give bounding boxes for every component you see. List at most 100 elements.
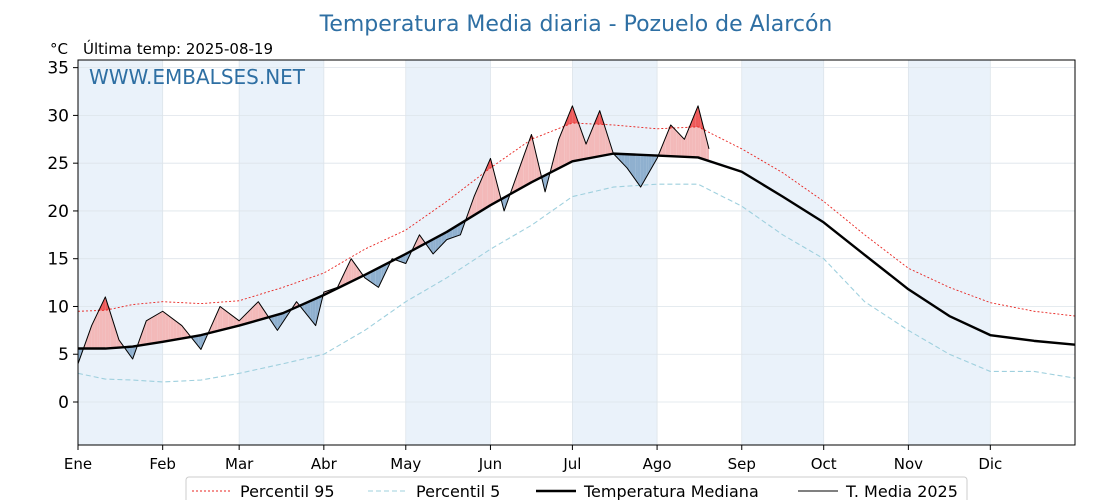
warm-anomaly-area xyxy=(230,314,234,328)
cold-anomaly-area xyxy=(624,154,628,168)
x-tick-label: Dic xyxy=(978,455,1002,473)
y-tick-label: 10 xyxy=(47,297,69,317)
cold-anomaly-area xyxy=(383,263,387,276)
warm-anomaly-area xyxy=(490,158,494,206)
cold-anomaly-area xyxy=(78,348,81,364)
cold-anomaly-area xyxy=(457,223,461,236)
warm-anomaly-area xyxy=(252,304,256,322)
warm-anomaly-area xyxy=(233,316,237,327)
cold-anomaly-area xyxy=(127,346,130,356)
cold-anomaly-area xyxy=(438,234,442,249)
legend-label: Percentil 5 xyxy=(416,482,500,500)
warm-anomaly-area xyxy=(86,333,89,349)
warm-anomaly-area xyxy=(474,190,477,216)
warm-anomaly-area xyxy=(602,119,606,156)
warm-anomaly-area xyxy=(250,307,253,323)
warm-anomaly-area xyxy=(157,312,160,343)
series-line-percentil-95 xyxy=(77,122,1076,317)
warm-anomaly-area xyxy=(495,179,499,203)
y-axis: 0 5 10 15 20 25 30 35 xyxy=(47,59,78,413)
x-tick-label: Feb xyxy=(149,455,176,473)
warm-anomaly-area xyxy=(110,314,114,349)
plot-frame xyxy=(77,59,1076,446)
unit-label: °C xyxy=(50,40,68,58)
warm-anomaly-area xyxy=(170,317,174,341)
x-tick-label: May xyxy=(390,455,421,473)
cold-anomaly-area xyxy=(454,225,458,237)
warm-anomaly-area xyxy=(91,319,95,349)
extreme-warm-area xyxy=(487,158,491,171)
warm-anomaly-area xyxy=(97,308,100,349)
grid-lines xyxy=(77,60,1075,445)
cold-anomaly-area xyxy=(629,154,633,176)
warm-anomaly-area xyxy=(94,314,98,349)
warm-anomaly-area xyxy=(591,124,595,158)
cold-anomaly-area xyxy=(282,311,286,323)
cold-anomaly-area xyxy=(375,267,379,288)
x-tick-label: Mar xyxy=(225,455,254,473)
warm-anomaly-area xyxy=(670,124,674,157)
cold-anomaly-area xyxy=(373,269,376,286)
y-tick-label: 5 xyxy=(58,345,69,365)
warm-anomaly-area xyxy=(515,172,518,192)
cold-anomaly-area xyxy=(200,334,204,350)
cold-anomaly-area xyxy=(640,154,644,188)
cold-anomaly-area xyxy=(435,236,439,252)
warm-anomaly-area xyxy=(211,318,215,333)
x-tick-label: Ene xyxy=(64,455,92,473)
warm-anomaly-area xyxy=(583,136,587,160)
series-line-percentil-5 xyxy=(77,183,1076,383)
warm-anomaly-area xyxy=(580,128,584,160)
legend: Percentil 95 Percentil 5 Temperatura Media… xyxy=(185,476,968,500)
legend-label: Percentil 95 xyxy=(240,482,335,500)
warm-anomaly-area xyxy=(165,313,169,342)
warm-anomaly-area xyxy=(577,121,581,161)
warm-anomaly-area xyxy=(575,113,578,161)
cold-anomaly-area xyxy=(433,237,436,254)
extreme-warm-area xyxy=(572,105,576,124)
y-tick-label: 0 xyxy=(58,393,69,413)
warm-anomaly-area xyxy=(340,275,343,287)
chart-title: Temperatura Media diaria - Pozuelo de Al… xyxy=(319,12,833,37)
watermark: WWW.EMBALSES.NET xyxy=(89,65,306,89)
y-tick-label: 25 xyxy=(47,154,69,174)
warm-anomaly-area xyxy=(471,196,475,217)
warm-anomaly-area xyxy=(561,125,565,167)
warm-anomaly-area xyxy=(184,328,188,339)
warm-anomaly-area xyxy=(553,149,557,172)
cold-anomaly-area xyxy=(627,154,630,172)
warm-anomaly-area xyxy=(676,130,679,157)
warm-anomaly-area xyxy=(255,301,259,321)
extreme-warm-area xyxy=(698,105,701,129)
last-temp-label: Última temp: 2025-08-19 xyxy=(83,39,273,58)
warm-anomaly-area xyxy=(173,319,177,340)
warm-anomaly-area xyxy=(263,309,267,319)
cold-anomaly-area xyxy=(452,226,455,238)
warm-anomaly-area xyxy=(116,331,119,348)
warm-anomaly-area xyxy=(149,317,152,344)
month-band xyxy=(405,60,491,445)
x-axis: Ene Feb Mar Abr May Jun Jul Ago Sep Oct Nov Dic xyxy=(64,445,1002,473)
warm-anomaly-area xyxy=(342,270,346,286)
warm-anomaly-area xyxy=(520,157,524,189)
cold-anomaly-area xyxy=(277,313,281,331)
warm-anomaly-area xyxy=(416,234,420,249)
warm-anomaly-area xyxy=(220,306,223,331)
warm-anomaly-area xyxy=(176,321,180,340)
warm-anomaly-area xyxy=(479,177,483,212)
month-band xyxy=(572,60,658,445)
series-line-t-media-2025 xyxy=(77,105,710,364)
cold-anomaly-area xyxy=(651,155,655,168)
cold-anomaly-area xyxy=(637,154,641,188)
x-tick-label: Ago xyxy=(643,455,672,473)
warm-anomaly-area xyxy=(531,134,535,183)
warm-anomaly-area xyxy=(673,127,677,157)
warm-anomaly-area xyxy=(113,322,117,348)
warm-anomaly-area xyxy=(487,158,491,207)
warm-anomaly-area xyxy=(706,138,709,162)
cold-anomaly-area xyxy=(312,298,316,326)
warm-anomaly-area xyxy=(118,339,122,348)
warm-anomaly-area xyxy=(162,311,166,342)
warm-anomaly-area xyxy=(484,164,488,209)
